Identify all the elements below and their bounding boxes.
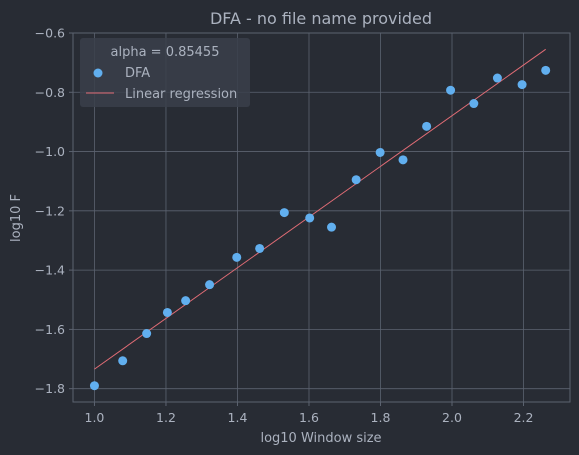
dfa-point (541, 65, 551, 75)
dfa-point (351, 175, 361, 185)
x-tick-label: 1.6 (299, 410, 319, 425)
dfa-point (517, 80, 527, 90)
y-axis-ticks: −0.6 −0.8 −1.0 −1.2 −1.4 −1.6 −1.8 (35, 26, 73, 396)
dfa-point (118, 356, 128, 366)
dfa-point (89, 381, 99, 391)
x-tick-label: 1.8 (371, 410, 391, 425)
dfa-point (375, 147, 385, 157)
legend-box (80, 38, 250, 107)
y-tick-label: −1.2 (35, 203, 65, 218)
legend-marker-dfa (93, 68, 103, 78)
dfa-point (232, 252, 242, 262)
x-axis-ticks: 1.0 1.2 1.4 1.6 1.8 2.0 2.2 (85, 402, 534, 425)
dfa-point (162, 307, 172, 317)
dfa-point (255, 243, 265, 253)
y-tick-label: −1.6 (35, 322, 65, 337)
dfa-point (305, 213, 315, 223)
series-layer (89, 48, 551, 391)
x-axis-label: log10 Window size (260, 431, 381, 446)
dfa-point (142, 329, 152, 339)
dfa-point (446, 85, 456, 95)
x-tick-label: 1.0 (85, 410, 105, 425)
dfa-point (469, 99, 479, 109)
dfa-point (327, 222, 337, 232)
y-axis-label: log10 F (9, 194, 24, 242)
dfa-point (205, 280, 215, 290)
plot-frame (72, 32, 571, 403)
legend-label-dfa: DFA (125, 66, 150, 81)
y-tick-label: −0.8 (35, 85, 65, 100)
x-tick-label: 2.0 (442, 410, 462, 425)
legend-label-regression: Linear regression (125, 87, 237, 102)
legend: alpha = 0.85455 DFA Linear regression (80, 38, 250, 107)
y-tick-label: −1.0 (35, 144, 65, 159)
y-tick-label: −0.6 (35, 26, 65, 41)
dfa-point (492, 73, 502, 83)
y-tick-label: −1.4 (35, 263, 65, 278)
x-tick-label: 1.4 (228, 410, 248, 425)
x-tick-label: 1.2 (156, 410, 176, 425)
dfa-point (279, 208, 289, 218)
legend-title: alpha = 0.85455 (111, 45, 220, 60)
dfa-point (181, 296, 191, 306)
x-tick-label: 2.2 (514, 410, 534, 425)
dfa-point (422, 121, 432, 131)
chart-title: DFA - no file name provided (210, 9, 432, 28)
grid-lines (73, 32, 570, 402)
dfa-point (398, 155, 408, 165)
y-tick-label: −1.8 (35, 381, 65, 396)
